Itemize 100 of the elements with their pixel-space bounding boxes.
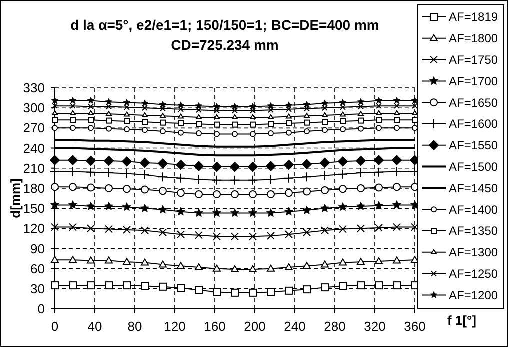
y-tick-label: 90 [30, 241, 45, 256]
point [266, 208, 276, 218]
point [393, 256, 401, 264]
point [196, 121, 202, 128]
point [248, 162, 258, 172]
point [160, 128, 166, 135]
point [250, 108, 256, 114]
point [51, 97, 59, 104]
legend-label: AF=1819 [449, 10, 498, 24]
point [303, 228, 311, 237]
point [304, 120, 310, 126]
point [356, 156, 366, 166]
point [320, 158, 330, 168]
point [140, 204, 150, 212]
point [374, 155, 384, 166]
point [88, 110, 94, 116]
point [159, 228, 167, 237]
point [230, 175, 240, 186]
y-tick-label: 0 [38, 302, 45, 317]
point [213, 232, 221, 241]
point [70, 117, 76, 124]
point [159, 101, 167, 108]
point [86, 202, 96, 210]
point [195, 263, 203, 270]
point [104, 202, 114, 210]
point [249, 232, 257, 241]
point [196, 107, 202, 114]
point [249, 265, 257, 272]
x-tick-label: 360 [404, 319, 426, 334]
point [376, 103, 382, 110]
legend-label: AF=1700 [449, 74, 498, 88]
point [142, 119, 148, 126]
point [159, 282, 167, 291]
y-tick-label: 240 [23, 140, 45, 156]
x-tick-label: 40 [88, 319, 102, 334]
point [68, 200, 78, 210]
point [321, 284, 329, 292]
point [267, 102, 275, 110]
point [87, 224, 95, 233]
point [106, 104, 112, 110]
point [322, 119, 328, 126]
legend-label: AF=1300 [449, 246, 498, 260]
legend-label: AF=1550 [449, 138, 498, 153]
point [286, 130, 292, 136]
point [412, 117, 418, 124]
point [284, 160, 294, 170]
point [213, 264, 221, 272]
point [302, 172, 312, 182]
x-tick-label: 120 [164, 319, 186, 334]
point [393, 183, 401, 192]
point [124, 104, 130, 110]
point [212, 208, 222, 218]
legend-label: AF=1450 [449, 181, 498, 196]
point [105, 98, 113, 106]
y-axis-title: d[mm] [8, 178, 23, 218]
y-tick-label: 210 [23, 160, 45, 176]
legend-label: AF=1750 [449, 53, 498, 67]
point [266, 174, 276, 185]
point [214, 108, 220, 114]
point [194, 208, 204, 218]
point [86, 156, 96, 166]
point [322, 127, 328, 134]
point [68, 155, 78, 166]
point [267, 232, 275, 240]
point [68, 166, 78, 177]
point [142, 105, 148, 112]
point [358, 118, 364, 124]
point [320, 170, 330, 181]
legend-label: AF=1500 [449, 160, 498, 174]
point [321, 100, 329, 106]
point [140, 170, 150, 180]
y-tick-label: 180 [23, 181, 45, 196]
point [339, 282, 347, 290]
point [124, 126, 130, 133]
point [286, 114, 292, 119]
point [70, 110, 76, 116]
point [285, 230, 293, 239]
point [340, 104, 346, 110]
point [321, 186, 329, 194]
point [178, 120, 184, 126]
point [158, 158, 168, 169]
point [123, 185, 131, 194]
point [285, 102, 293, 108]
point [232, 108, 238, 114]
point [142, 127, 148, 134]
point [70, 125, 76, 132]
y-tick-label: 30 [30, 281, 45, 296]
point [159, 260, 167, 268]
point [87, 184, 95, 192]
point [159, 187, 167, 196]
point [268, 114, 274, 120]
point [141, 186, 149, 194]
point [123, 226, 131, 234]
point [358, 104, 364, 110]
point [51, 282, 59, 290]
point [86, 167, 96, 178]
point [303, 286, 311, 294]
point [232, 131, 238, 138]
point [69, 97, 77, 104]
point [394, 117, 400, 124]
